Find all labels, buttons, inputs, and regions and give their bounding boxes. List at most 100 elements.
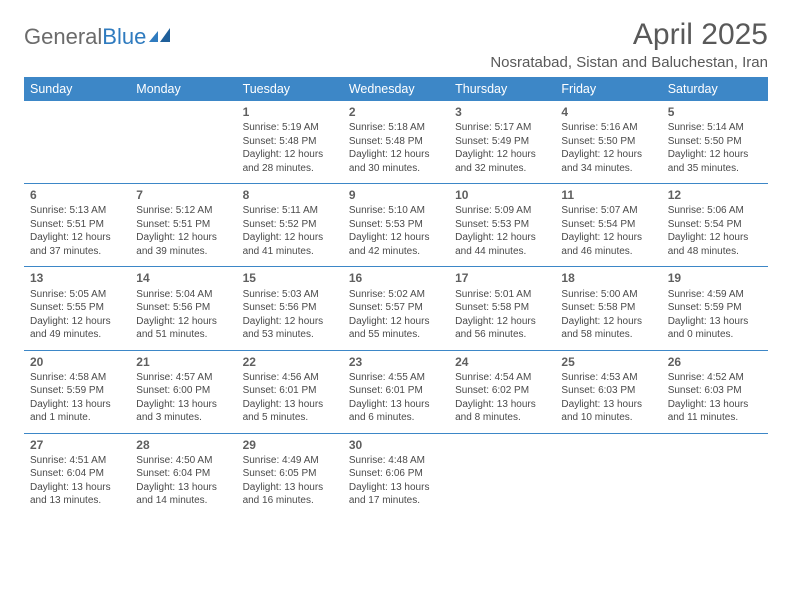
calendar-day-cell: 3Sunrise: 5:17 AMSunset: 5:49 PMDaylight… [449,101,555,184]
day-detail-line: Daylight: 13 hours [455,398,549,412]
day-number: 28 [136,437,230,453]
calendar-day-cell: 8Sunrise: 5:11 AMSunset: 5:52 PMDaylight… [237,184,343,267]
day-detail-line: and 44 minutes. [455,245,549,259]
day-detail-line: Sunset: 6:01 PM [349,384,443,398]
day-number: 19 [668,270,762,286]
day-detail-line: Sunset: 5:59 PM [30,384,124,398]
day-detail-line: Sunrise: 4:54 AM [455,371,549,385]
day-detail-line: and 32 minutes. [455,162,549,176]
day-detail-line: Daylight: 12 hours [243,231,337,245]
calendar-day-cell: 18Sunrise: 5:00 AMSunset: 5:58 PMDayligh… [555,267,661,350]
day-number: 20 [30,354,124,370]
calendar-body: 1Sunrise: 5:19 AMSunset: 5:48 PMDaylight… [24,101,768,516]
calendar-week-row: 13Sunrise: 5:05 AMSunset: 5:55 PMDayligh… [24,267,768,350]
calendar-day-cell: 24Sunrise: 4:54 AMSunset: 6:02 PMDayligh… [449,350,555,433]
calendar-day-cell: 29Sunrise: 4:49 AMSunset: 6:05 PMDayligh… [237,433,343,516]
day-detail-line: and 42 minutes. [349,245,443,259]
day-detail-line: and 58 minutes. [561,328,655,342]
day-detail-line: Daylight: 13 hours [30,481,124,495]
day-detail-line: Sunset: 6:06 PM [349,467,443,481]
day-number: 29 [243,437,337,453]
day-detail-line: Sunset: 5:50 PM [561,135,655,149]
day-number: 17 [455,270,549,286]
day-detail-line: Sunrise: 5:04 AM [136,288,230,302]
day-number: 23 [349,354,443,370]
month-title: April 2025 [490,18,768,52]
day-detail-line: Sunset: 5:56 PM [243,301,337,315]
calendar-day-cell: 2Sunrise: 5:18 AMSunset: 5:48 PMDaylight… [343,101,449,184]
day-number: 30 [349,437,443,453]
day-detail-line: Daylight: 12 hours [668,148,762,162]
calendar-day-cell: 16Sunrise: 5:02 AMSunset: 5:57 PMDayligh… [343,267,449,350]
day-detail-line: Daylight: 13 hours [668,398,762,412]
day-detail-line: Sunset: 6:03 PM [668,384,762,398]
day-detail-line: Sunrise: 5:09 AM [455,204,549,218]
day-detail-line: Sunset: 5:56 PM [136,301,230,315]
day-detail-line: Sunset: 5:58 PM [561,301,655,315]
day-detail-line: Sunset: 5:53 PM [455,218,549,232]
day-detail-line: and 30 minutes. [349,162,443,176]
day-detail-line: Daylight: 12 hours [243,315,337,329]
day-detail-line: Daylight: 12 hours [349,148,443,162]
day-detail-line: Sunset: 5:59 PM [668,301,762,315]
day-detail-line: Daylight: 13 hours [349,398,443,412]
day-detail-line: and 55 minutes. [349,328,443,342]
day-detail-line: Sunset: 5:54 PM [561,218,655,232]
calendar-day-cell: 6Sunrise: 5:13 AMSunset: 5:51 PMDaylight… [24,184,130,267]
weekday-header: Wednesday [343,77,449,101]
weekday-header: Tuesday [237,77,343,101]
day-detail-line: and 48 minutes. [668,245,762,259]
day-detail-line: Sunrise: 5:18 AM [349,121,443,135]
day-detail-line: Sunrise: 5:03 AM [243,288,337,302]
calendar-day-cell: 4Sunrise: 5:16 AMSunset: 5:50 PMDaylight… [555,101,661,184]
day-detail-line: Sunset: 6:05 PM [243,467,337,481]
weekday-header: Saturday [662,77,768,101]
calendar-day-cell: 15Sunrise: 5:03 AMSunset: 5:56 PMDayligh… [237,267,343,350]
day-number: 9 [349,187,443,203]
day-detail-line: Daylight: 12 hours [455,231,549,245]
day-number: 24 [455,354,549,370]
day-number: 27 [30,437,124,453]
day-detail-line: Sunset: 6:04 PM [30,467,124,481]
day-detail-line: and 5 minutes. [243,411,337,425]
day-detail-line: Sunset: 5:58 PM [455,301,549,315]
calendar-week-row: 6Sunrise: 5:13 AMSunset: 5:51 PMDaylight… [24,184,768,267]
day-detail-line: and 56 minutes. [455,328,549,342]
day-detail-line: Daylight: 12 hours [668,231,762,245]
calendar-empty-cell [130,101,236,184]
day-detail-line: Sunrise: 5:16 AM [561,121,655,135]
day-detail-line: and 46 minutes. [561,245,655,259]
day-detail-line: Sunrise: 4:51 AM [30,454,124,468]
day-detail-line: Daylight: 13 hours [30,398,124,412]
day-detail-line: Sunrise: 4:50 AM [136,454,230,468]
calendar-empty-cell [24,101,130,184]
calendar-day-cell: 27Sunrise: 4:51 AMSunset: 6:04 PMDayligh… [24,433,130,516]
day-number: 25 [561,354,655,370]
day-detail-line: Daylight: 12 hours [349,315,443,329]
day-detail-line: and 37 minutes. [30,245,124,259]
calendar-day-cell: 23Sunrise: 4:55 AMSunset: 6:01 PMDayligh… [343,350,449,433]
calendar-empty-cell [449,433,555,516]
day-detail-line: and 34 minutes. [561,162,655,176]
calendar-day-cell: 22Sunrise: 4:56 AMSunset: 6:01 PMDayligh… [237,350,343,433]
weekday-header: Friday [555,77,661,101]
calendar-day-cell: 9Sunrise: 5:10 AMSunset: 5:53 PMDaylight… [343,184,449,267]
logo-sail-icon [149,24,171,50]
day-detail-line: Sunrise: 5:13 AM [30,204,124,218]
day-detail-line: Sunset: 5:54 PM [668,218,762,232]
calendar-day-cell: 17Sunrise: 5:01 AMSunset: 5:58 PMDayligh… [449,267,555,350]
day-number: 13 [30,270,124,286]
day-number: 26 [668,354,762,370]
day-number: 10 [455,187,549,203]
header: GeneralBlue April 2025 Nosratabad, Sista… [24,18,768,71]
day-detail-line: Sunrise: 5:10 AM [349,204,443,218]
day-detail-line: Sunrise: 5:05 AM [30,288,124,302]
day-detail-line: and 13 minutes. [30,494,124,508]
day-detail-line: and 11 minutes. [668,411,762,425]
day-detail-line: Sunset: 6:04 PM [136,467,230,481]
calendar-header-row: SundayMondayTuesdayWednesdayThursdayFrid… [24,77,768,101]
day-detail-line: and 51 minutes. [136,328,230,342]
day-detail-line: Sunrise: 4:58 AM [30,371,124,385]
day-number: 1 [243,104,337,120]
day-detail-line: Daylight: 12 hours [455,315,549,329]
